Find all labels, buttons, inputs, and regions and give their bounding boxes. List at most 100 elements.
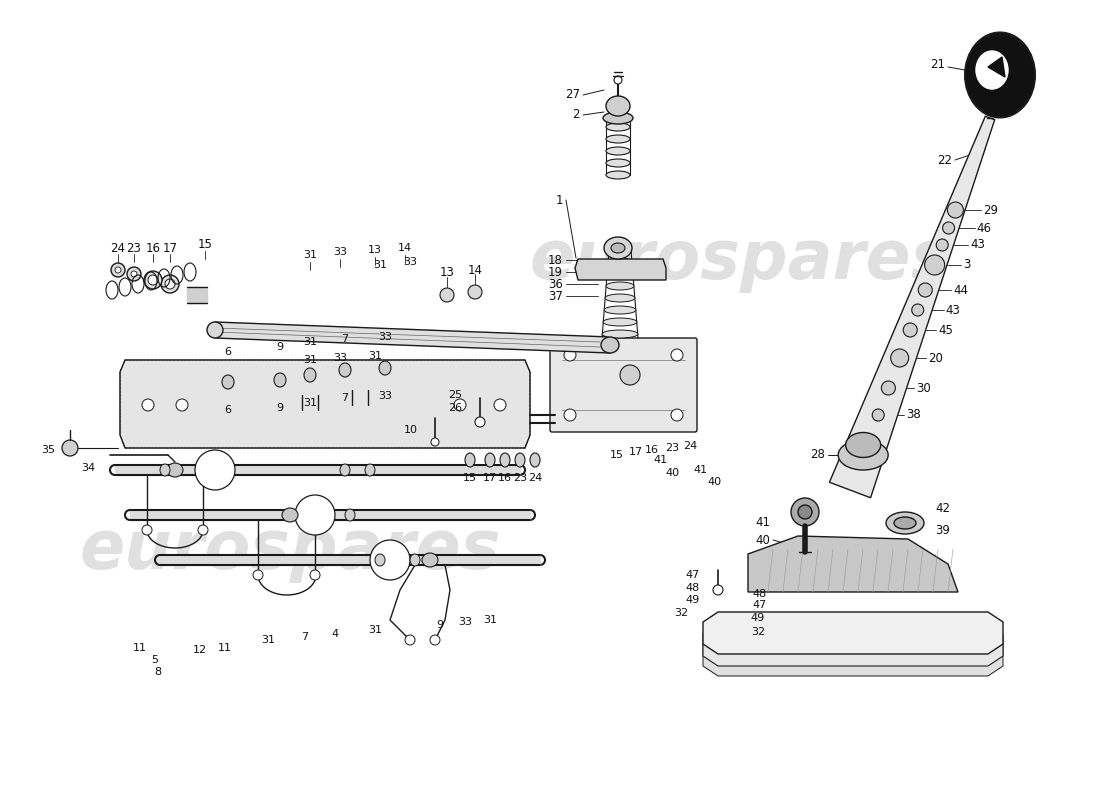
Ellipse shape <box>365 464 375 476</box>
Ellipse shape <box>606 159 630 167</box>
Text: 39: 39 <box>935 525 950 538</box>
Text: 2: 2 <box>572 109 580 122</box>
Text: 28: 28 <box>811 449 825 462</box>
Text: 33: 33 <box>403 257 417 267</box>
Circle shape <box>918 283 933 297</box>
Text: 42: 42 <box>935 502 950 515</box>
Ellipse shape <box>606 135 630 143</box>
Text: 25: 25 <box>448 390 462 400</box>
Ellipse shape <box>160 464 170 476</box>
Text: 15: 15 <box>610 450 624 460</box>
Text: 16: 16 <box>145 242 161 254</box>
Text: 49: 49 <box>685 595 700 605</box>
Text: 27: 27 <box>565 89 580 102</box>
Ellipse shape <box>606 147 630 155</box>
Text: 40: 40 <box>755 534 770 546</box>
Text: 47: 47 <box>752 600 767 610</box>
Ellipse shape <box>304 368 316 382</box>
Text: 11: 11 <box>133 643 147 653</box>
Text: 17: 17 <box>163 242 177 254</box>
Ellipse shape <box>500 453 510 467</box>
Text: 33: 33 <box>458 617 472 627</box>
Text: 32: 32 <box>674 608 688 618</box>
Circle shape <box>468 285 482 299</box>
Circle shape <box>370 540 410 580</box>
Text: 31: 31 <box>368 625 382 635</box>
Circle shape <box>475 417 485 427</box>
Circle shape <box>454 399 466 411</box>
Circle shape <box>614 76 622 84</box>
Ellipse shape <box>375 554 385 566</box>
Ellipse shape <box>606 96 630 116</box>
Circle shape <box>131 271 138 277</box>
Ellipse shape <box>379 361 390 375</box>
Text: 43: 43 <box>970 238 986 251</box>
Text: 5-RM: 5-RM <box>202 465 228 475</box>
Text: 20: 20 <box>927 351 943 365</box>
Polygon shape <box>116 465 520 475</box>
Text: 36: 36 <box>548 278 563 290</box>
Text: 16: 16 <box>645 445 659 455</box>
Text: 10: 10 <box>404 425 418 435</box>
Text: 47: 47 <box>685 570 700 580</box>
Polygon shape <box>130 510 530 520</box>
Circle shape <box>791 498 820 526</box>
Circle shape <box>431 438 439 446</box>
Text: 31: 31 <box>302 337 317 347</box>
Text: 7: 7 <box>341 334 349 344</box>
Circle shape <box>161 275 179 293</box>
Ellipse shape <box>340 464 350 476</box>
Text: 32: 32 <box>751 627 764 637</box>
Ellipse shape <box>422 553 438 567</box>
Text: 5: 5 <box>152 655 158 665</box>
Circle shape <box>564 349 576 361</box>
Circle shape <box>62 440 78 456</box>
Text: 17: 17 <box>629 447 644 457</box>
Text: 41: 41 <box>755 515 770 529</box>
Text: 13: 13 <box>440 266 454 279</box>
Polygon shape <box>214 322 610 353</box>
Polygon shape <box>988 57 1005 77</box>
Circle shape <box>198 525 208 535</box>
Circle shape <box>798 505 812 519</box>
Text: 13: 13 <box>368 245 382 255</box>
Circle shape <box>176 399 188 411</box>
Polygon shape <box>575 259 666 280</box>
Text: 31: 31 <box>302 250 317 260</box>
Ellipse shape <box>274 373 286 387</box>
Ellipse shape <box>965 33 1035 118</box>
Circle shape <box>903 323 917 337</box>
Ellipse shape <box>886 512 924 534</box>
Text: eurospares: eurospares <box>79 517 500 583</box>
Ellipse shape <box>465 453 475 467</box>
Ellipse shape <box>410 554 420 566</box>
Ellipse shape <box>282 508 298 522</box>
Text: 9: 9 <box>276 342 284 352</box>
Text: 1: 1 <box>556 194 563 206</box>
Circle shape <box>111 263 125 277</box>
Ellipse shape <box>604 237 632 259</box>
Text: 29: 29 <box>983 203 999 217</box>
Text: 40: 40 <box>664 468 679 478</box>
Text: 11: 11 <box>218 643 232 653</box>
Ellipse shape <box>167 463 183 477</box>
Text: 31: 31 <box>261 635 275 645</box>
Circle shape <box>148 275 158 285</box>
Text: 38: 38 <box>906 409 921 422</box>
Text: 3-4: 3-4 <box>307 510 323 520</box>
Circle shape <box>912 304 924 316</box>
Text: 31: 31 <box>368 351 382 361</box>
Ellipse shape <box>608 258 632 266</box>
Text: 35: 35 <box>41 445 55 455</box>
Text: 44: 44 <box>954 283 968 297</box>
Circle shape <box>144 271 162 289</box>
Circle shape <box>872 409 884 421</box>
Text: 33: 33 <box>378 391 392 401</box>
Text: 9: 9 <box>437 620 443 630</box>
Text: 23: 23 <box>664 443 679 453</box>
Text: 24: 24 <box>110 242 125 254</box>
FancyBboxPatch shape <box>550 338 697 432</box>
Circle shape <box>649 266 657 274</box>
Ellipse shape <box>207 322 223 338</box>
Text: 15: 15 <box>463 473 477 483</box>
